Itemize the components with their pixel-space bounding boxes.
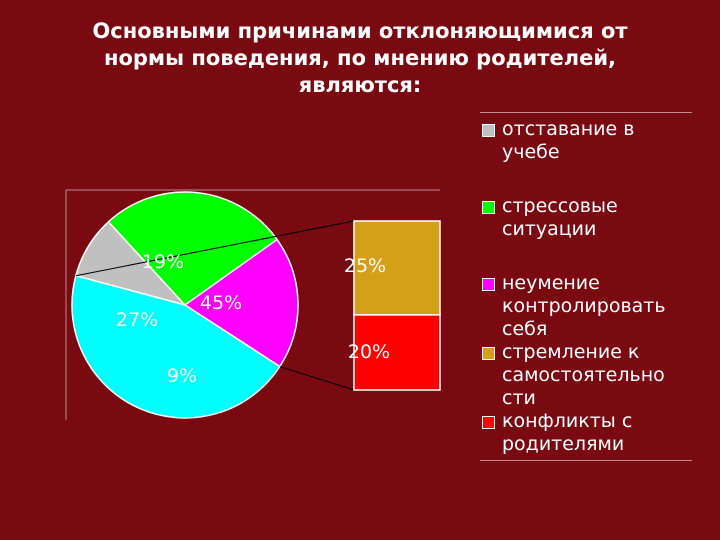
legend-item-отставание-в-учебе: отставание в учебе [480, 118, 692, 164]
legend-label: отставание в учебе [502, 118, 635, 163]
data-label-45: 45% [200, 292, 242, 314]
connector-line-top [75, 220, 355, 277]
connector-line-bottom [279, 366, 355, 391]
title-line-3: являются: [298, 73, 422, 97]
legend: отставание в учебе стрессовые ситуации неу… [480, 112, 692, 461]
bar-label-20: 20% [348, 341, 390, 363]
title-line-1: Основными причинами отклоняющимися от [92, 19, 628, 43]
legend-swatch [482, 347, 495, 360]
chart-title: Основными причинами отклоняющимися от но… [40, 18, 680, 99]
plot-frame-lines [65, 189, 440, 420]
breakdown-bar [353, 220, 441, 391]
legend-item-конфликты-с-родителями: конфликты с родителями [480, 410, 692, 456]
legend-label: стремление к самостоятельно сти [502, 341, 665, 409]
bar-segment-конфликты-с-родителями [353, 314, 441, 391]
legend-label: конфликты с родителями [502, 410, 633, 455]
pie-slice-стрессовые-ситуации [107, 191, 279, 306]
legend-item-неумение-контролировать-себя: неумение контролировать себя [480, 272, 692, 341]
bar-label-25: 25% [344, 255, 386, 277]
data-labels: 9% 27% 19% 45% 25% 20% [116, 251, 390, 387]
pie-slice-стремление-к-самостоятельности [71, 274, 281, 419]
legend-swatch [482, 201, 495, 214]
legend-label: неумение контролировать себя [502, 272, 666, 340]
legend-top-rule [480, 112, 692, 113]
pie [71, 191, 299, 419]
legend-swatch [482, 124, 495, 137]
legend-bottom-rule [480, 460, 692, 461]
data-label-9: 9% [167, 365, 197, 387]
data-label-19: 19% [142, 251, 184, 273]
legend-swatch [482, 416, 495, 429]
legend-swatch [482, 278, 495, 291]
legend-item-стремление-к-самостоятельно-сти: стремление к самостоятельно сти [480, 341, 692, 410]
pie-slice-неумение-контролировать-себя [183, 238, 299, 368]
title-line-2: нормы поведения, по мнению родителей, [103, 46, 617, 70]
connector-lines [75, 220, 355, 391]
data-label-27: 27% [116, 309, 158, 331]
legend-label: стрессовые ситуации [502, 195, 618, 240]
legend-item-стрессовые-ситуации: стрессовые ситуации [480, 195, 692, 241]
bar-segment-стремление-к-самостоятельности [353, 220, 441, 316]
